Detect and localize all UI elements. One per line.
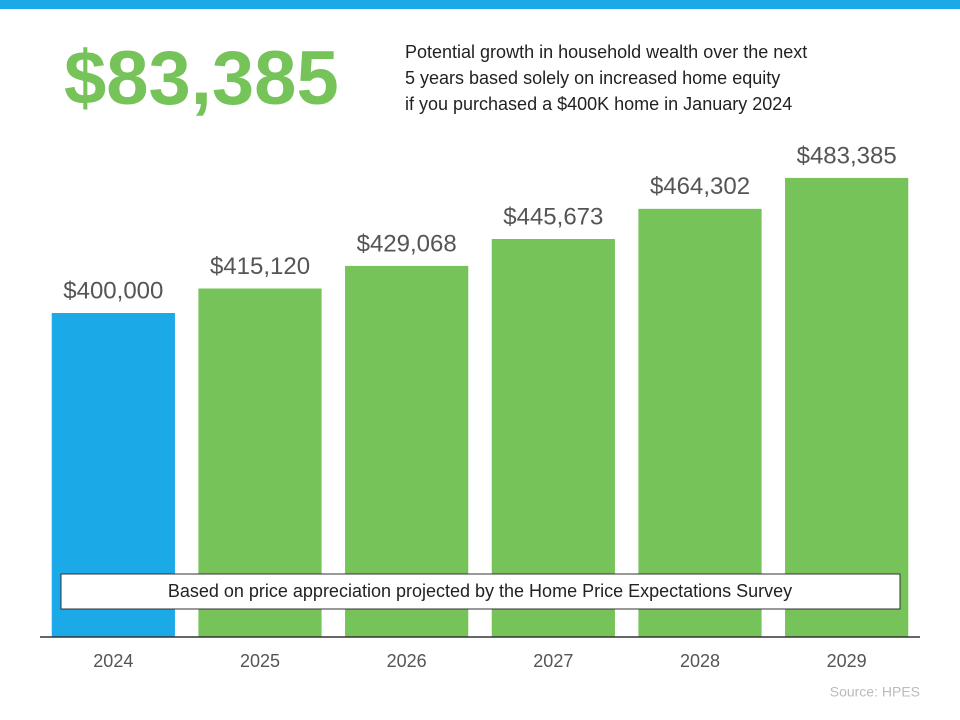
x-tick-label: 2029 bbox=[827, 651, 867, 671]
source: Source: HPES bbox=[830, 684, 920, 700]
x-tick-label: 2024 bbox=[93, 651, 133, 671]
x-tick-label: 2025 bbox=[240, 651, 280, 671]
bar bbox=[491, 239, 615, 637]
bar bbox=[638, 208, 762, 638]
bar bbox=[785, 177, 909, 637]
subtitle: Potential growth in household wealth ove… bbox=[405, 42, 807, 62]
value-label: $445,673 bbox=[503, 203, 603, 230]
x-tick-label: 2028 bbox=[680, 651, 720, 671]
note-box bbox=[60, 573, 901, 610]
value-label: $400,000 bbox=[63, 277, 163, 304]
top-stripe bbox=[0, 0, 960, 9]
bars bbox=[51, 177, 909, 638]
note: Based on price appreciation projected by… bbox=[168, 581, 792, 601]
value-label: $464,302 bbox=[650, 173, 750, 200]
chart-title: $83,385 bbox=[64, 36, 339, 121]
x-tick-label: 2027 bbox=[533, 651, 573, 671]
x-tick-label: 2026 bbox=[387, 651, 427, 671]
value-label: $415,120 bbox=[210, 253, 310, 280]
subtitle: if you purchased a $400K home in January… bbox=[405, 94, 792, 114]
value-label: $483,385 bbox=[797, 142, 897, 169]
value-label: $429,068 bbox=[357, 230, 457, 257]
subtitle: 5 years based solely on increased home e… bbox=[405, 68, 780, 88]
